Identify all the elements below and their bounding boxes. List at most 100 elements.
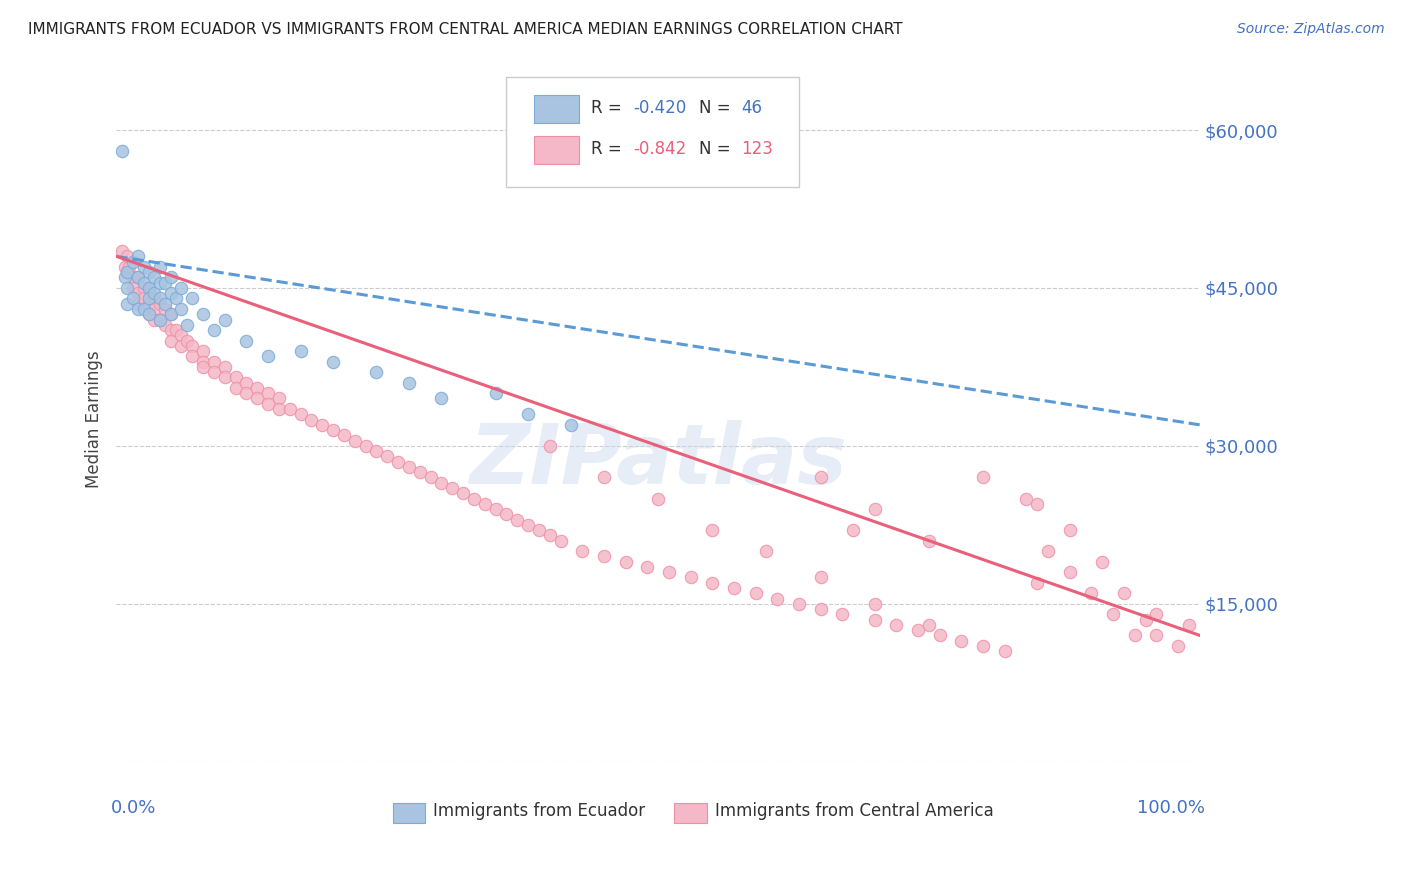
Point: [149, 260, 172, 274]
Point: [191, 344, 214, 359]
Point: [907, 623, 929, 637]
Point: [181, 339, 204, 353]
Point: [117, 249, 139, 263]
Point: [918, 617, 941, 632]
Point: [170, 301, 193, 316]
FancyBboxPatch shape: [533, 95, 579, 123]
Text: N =: N =: [699, 140, 737, 158]
Point: [290, 407, 312, 421]
Point: [143, 312, 166, 326]
Point: [1059, 565, 1081, 579]
Text: IMMIGRANTS FROM ECUADOR VS IMMIGRANTS FROM CENTRAL AMERICA MEDIAN EARNINGS CORRE: IMMIGRANTS FROM ECUADOR VS IMMIGRANTS FR…: [28, 22, 903, 37]
Text: ZIPatlas: ZIPatlas: [470, 420, 846, 501]
Point: [1026, 497, 1049, 511]
Point: [702, 523, 724, 537]
Point: [202, 354, 225, 368]
Point: [290, 344, 312, 359]
Point: [121, 292, 143, 306]
Point: [810, 602, 832, 616]
Point: [614, 555, 637, 569]
Point: [170, 328, 193, 343]
Point: [517, 407, 540, 421]
Text: Immigrants from Ecuador: Immigrants from Ecuador: [433, 802, 645, 820]
Point: [155, 301, 177, 316]
Point: [257, 386, 280, 401]
Point: [863, 597, 886, 611]
Point: [831, 607, 853, 622]
Point: [1144, 607, 1167, 622]
Point: [484, 502, 506, 516]
Point: [343, 434, 366, 448]
Text: 0.0%: 0.0%: [111, 799, 156, 817]
Point: [1026, 575, 1049, 590]
Point: [159, 307, 181, 321]
Point: [333, 428, 356, 442]
Point: [1080, 586, 1102, 600]
Point: [159, 323, 181, 337]
Point: [176, 318, 198, 332]
Point: [636, 560, 658, 574]
Point: [149, 312, 172, 326]
Point: [1123, 628, 1146, 642]
Point: [366, 444, 388, 458]
Point: [571, 544, 593, 558]
Point: [301, 412, 323, 426]
Point: [409, 465, 432, 479]
Point: [132, 276, 155, 290]
Text: 46: 46: [741, 99, 762, 117]
Point: [517, 517, 540, 532]
Point: [918, 533, 941, 548]
Point: [810, 470, 832, 484]
Point: [354, 439, 377, 453]
Point: [430, 392, 453, 406]
Point: [863, 502, 886, 516]
Point: [191, 359, 214, 374]
Point: [766, 591, 789, 606]
Point: [121, 270, 143, 285]
Point: [202, 323, 225, 337]
Point: [121, 281, 143, 295]
Text: R =: R =: [591, 99, 627, 117]
Point: [419, 470, 441, 484]
Point: [170, 281, 193, 295]
Point: [842, 523, 865, 537]
Point: [155, 276, 177, 290]
Point: [755, 544, 778, 558]
Text: 100.0%: 100.0%: [1137, 799, 1205, 817]
Point: [114, 260, 136, 274]
Point: [538, 439, 561, 453]
Point: [117, 265, 139, 279]
Point: [138, 307, 160, 321]
Point: [1015, 491, 1038, 506]
Text: 123: 123: [741, 140, 773, 158]
Point: [387, 455, 409, 469]
Point: [138, 307, 160, 321]
Point: [202, 365, 225, 379]
Point: [225, 370, 247, 384]
Point: [679, 570, 702, 584]
Point: [451, 486, 474, 500]
Point: [322, 354, 344, 368]
Point: [138, 297, 160, 311]
Point: [398, 376, 420, 390]
Point: [972, 470, 994, 484]
Point: [117, 281, 139, 295]
Point: [366, 365, 388, 379]
Point: [117, 265, 139, 279]
Point: [1112, 586, 1135, 600]
FancyBboxPatch shape: [506, 78, 799, 187]
Point: [170, 339, 193, 353]
Point: [322, 423, 344, 437]
Point: [278, 402, 301, 417]
Point: [267, 402, 290, 417]
Point: [246, 381, 269, 395]
Point: [159, 307, 181, 321]
Point: [506, 512, 529, 526]
Point: [127, 270, 149, 285]
Point: [1036, 544, 1059, 558]
Point: [527, 523, 550, 537]
Point: [165, 292, 187, 306]
Point: [593, 470, 616, 484]
Text: Source: ZipAtlas.com: Source: ZipAtlas.com: [1237, 22, 1385, 37]
Point: [127, 249, 149, 263]
